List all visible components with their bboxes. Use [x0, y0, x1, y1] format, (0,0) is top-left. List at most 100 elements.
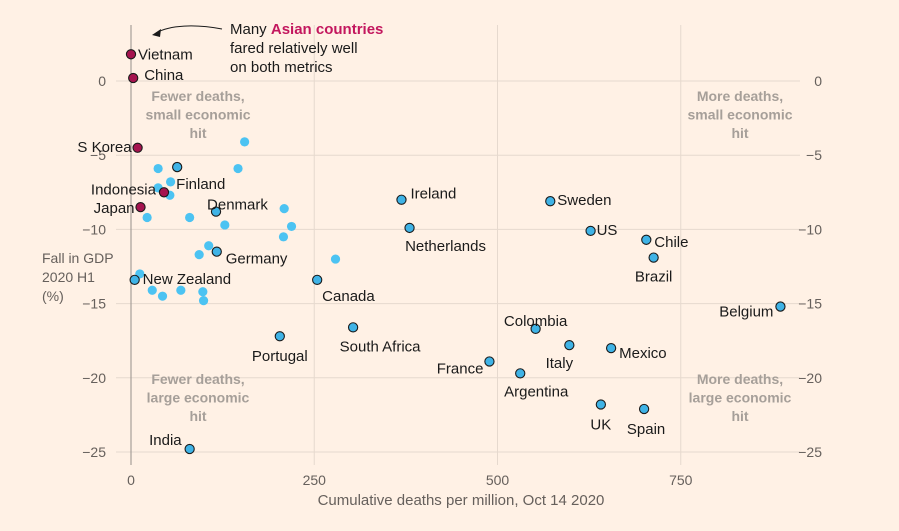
- scatter-point: [286, 221, 297, 232]
- point-denmark: [210, 206, 222, 217]
- grid-lines: [116, 25, 800, 465]
- point-sweden: [545, 196, 556, 207]
- asian-countries-annotation: Many Asian countries fared relatively we…: [152, 21, 383, 76]
- label-italy: Italy: [546, 355, 574, 372]
- scatter-point: [185, 212, 195, 223]
- annotation-line-3: on both metrics: [230, 59, 333, 76]
- y-tick-label-left: −15: [82, 296, 106, 312]
- x-tick-label: 750: [669, 472, 693, 488]
- point-japan: [135, 201, 146, 213]
- scatter-point: [240, 137, 250, 147]
- annotation-arrow: [155, 25, 223, 34]
- label-sweden: Sweden: [557, 192, 611, 209]
- scatter-point: [142, 212, 152, 223]
- point-chile: [641, 234, 652, 245]
- label-chile: Chile: [654, 234, 688, 251]
- y-tick-label-left: 0: [98, 73, 106, 89]
- point-us: [585, 225, 596, 237]
- point-mexico: [605, 342, 617, 354]
- y-axis-left-ticks: 0 −5 −10 −15 −20 −25: [82, 73, 106, 460]
- label-spain: Spain: [627, 421, 665, 438]
- scatter-point: [147, 285, 157, 295]
- point-uk: [595, 399, 607, 410]
- label-colombia: Colombia: [504, 313, 568, 330]
- annotation-line-2: fared relatively well: [230, 40, 358, 57]
- y-tick-label-right: −10: [798, 221, 822, 237]
- label-netherlands: Netherlands: [405, 238, 486, 255]
- y-axis-title-line-3: (%): [42, 288, 64, 304]
- scatter-point: [330, 254, 341, 264]
- annotation-arrowhead: [152, 29, 161, 37]
- quadrant-label-top-right: More deaths,: [697, 88, 783, 104]
- quadrant-label-top-left: small economic: [145, 107, 250, 123]
- y-axis-title-line-1: Fall in GDP: [42, 250, 114, 266]
- x-tick-label: 0: [127, 472, 135, 488]
- scatter-point: [176, 285, 186, 295]
- point-italy: [564, 340, 575, 351]
- y-tick-label-right: −20: [798, 370, 822, 386]
- point-china: [128, 72, 139, 84]
- quadrant-label-bottom-left: large economic: [147, 390, 250, 406]
- point-ireland: [396, 194, 407, 205]
- y-tick-label-right: −25: [798, 444, 822, 460]
- scatter-point: [153, 163, 163, 174]
- label-ireland: Ireland: [410, 186, 456, 203]
- point-spain: [638, 403, 650, 415]
- label-denmark: Denmark: [207, 197, 268, 214]
- x-axis-title: Cumulative deaths per million, Oct 14 20…: [318, 492, 605, 509]
- quadrant-label-top-left: Fewer deaths,: [151, 88, 244, 104]
- quadrant-label-top-right: hit: [731, 125, 748, 141]
- quadrant-label-bottom-right: large economic: [689, 390, 792, 406]
- point-netherlands: [404, 222, 415, 234]
- label-belgium: Belgium: [719, 304, 773, 321]
- point-india: [184, 443, 195, 455]
- scatter-point: [194, 250, 204, 260]
- point-france: [484, 356, 495, 367]
- label-south-africa: South Africa: [340, 338, 422, 355]
- scatter-point: [204, 241, 214, 251]
- point-belgium: [775, 301, 786, 312]
- label-germany: Germany: [226, 251, 288, 268]
- label-indonesia: Indonesia: [91, 181, 157, 198]
- y-tick-label-right: −5: [806, 147, 822, 163]
- label-portugal: Portugal: [252, 348, 308, 365]
- point-colombia: [530, 323, 541, 334]
- x-axis-ticks: 0 250 500 750: [127, 472, 693, 488]
- point-argentina: [515, 368, 526, 379]
- y-axis-title: Fall in GDP 2020 H1 (%): [42, 250, 114, 304]
- point-finland: [172, 161, 183, 173]
- y-axis-title-line-2: 2020 H1: [42, 269, 95, 285]
- point-s-korea: [132, 142, 143, 153]
- quadrant-label-top-left: hit: [189, 125, 206, 141]
- label-s-korea: S Korea: [77, 139, 132, 156]
- scatter-point: [165, 177, 176, 187]
- point-south-africa: [347, 322, 359, 333]
- x-tick-label: 250: [303, 472, 327, 488]
- y-tick-label-left: −25: [82, 444, 106, 460]
- scatter-point: [278, 232, 289, 242]
- label-canada: Canada: [322, 288, 375, 305]
- label-india: India: [149, 432, 182, 449]
- scatter-point: [198, 287, 208, 297]
- point-canada: [312, 274, 323, 286]
- label-us: US: [597, 222, 618, 239]
- label-china: China: [144, 67, 184, 84]
- y-tick-label-right: 0: [814, 73, 822, 89]
- point-germany: [211, 246, 222, 257]
- quadrant-labels: Fewer deaths, small economic hit More death…: [145, 88, 792, 424]
- scatter-point: [233, 163, 243, 174]
- point-vietnam: [125, 49, 137, 60]
- point-portugal: [274, 331, 285, 342]
- scatter-point: [198, 296, 209, 306]
- label-france: France: [437, 360, 484, 377]
- point-labels: Vietnam China S Korea Indonesia Japan Finland…: [77, 46, 773, 449]
- scatter-point: [157, 291, 168, 301]
- label-finland: Finland: [176, 176, 225, 193]
- quadrant-label-bottom-left: hit: [189, 408, 206, 424]
- y-tick-label-left: −20: [82, 370, 106, 386]
- label-new-zealand: New Zealand: [143, 271, 231, 288]
- label-brazil: Brazil: [635, 269, 673, 286]
- label-mexico: Mexico: [619, 345, 667, 362]
- annotation-line-1: Many Asian countries: [230, 21, 383, 38]
